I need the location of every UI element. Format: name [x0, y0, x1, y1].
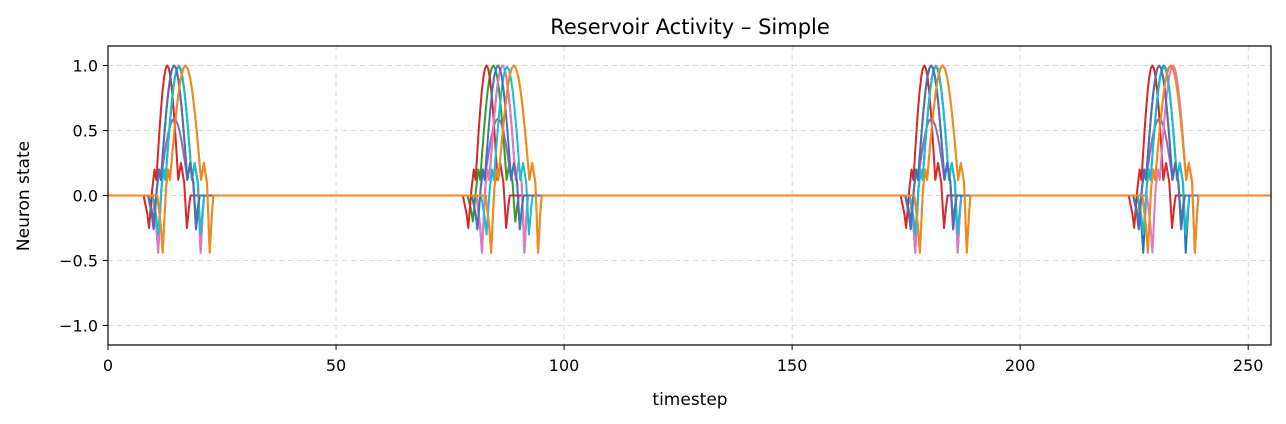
y-axis-ticks: 1.0 0.5 0.0 −0.5 −1.0 — [59, 57, 108, 336]
y-tick-label: 0.5 — [73, 122, 98, 141]
y-tick-label: −0.5 — [59, 252, 98, 271]
series-line — [108, 64, 1271, 231]
chart-title: Reservoir Activity – Simple — [550, 15, 830, 39]
x-tick-label: 150 — [777, 356, 808, 375]
x-axis-ticks: 0 50 100 150 200 250 — [103, 345, 1264, 375]
y-tick-label: 1.0 — [73, 57, 98, 76]
y-tick-label: −1.0 — [59, 317, 98, 336]
x-axis-label: timestep — [652, 390, 727, 410]
y-axis-label: Neuron state — [14, 141, 34, 251]
series-line — [108, 64, 1271, 254]
x-tick-label: 50 — [326, 356, 346, 375]
series-line — [108, 64, 1271, 229]
series-line — [108, 64, 1271, 223]
series-line — [108, 65, 1271, 236]
y-tick-label: 0.0 — [73, 187, 98, 206]
series-line — [108, 117, 1271, 231]
series-lines — [108, 64, 1271, 254]
x-tick-label: 200 — [1005, 356, 1036, 375]
x-tick-label: 0 — [103, 356, 113, 375]
series-line — [108, 64, 1271, 254]
series-line — [108, 64, 1271, 254]
x-tick-label: 100 — [549, 356, 580, 375]
x-tick-label: 250 — [1233, 356, 1264, 375]
series-line — [108, 64, 1271, 254]
